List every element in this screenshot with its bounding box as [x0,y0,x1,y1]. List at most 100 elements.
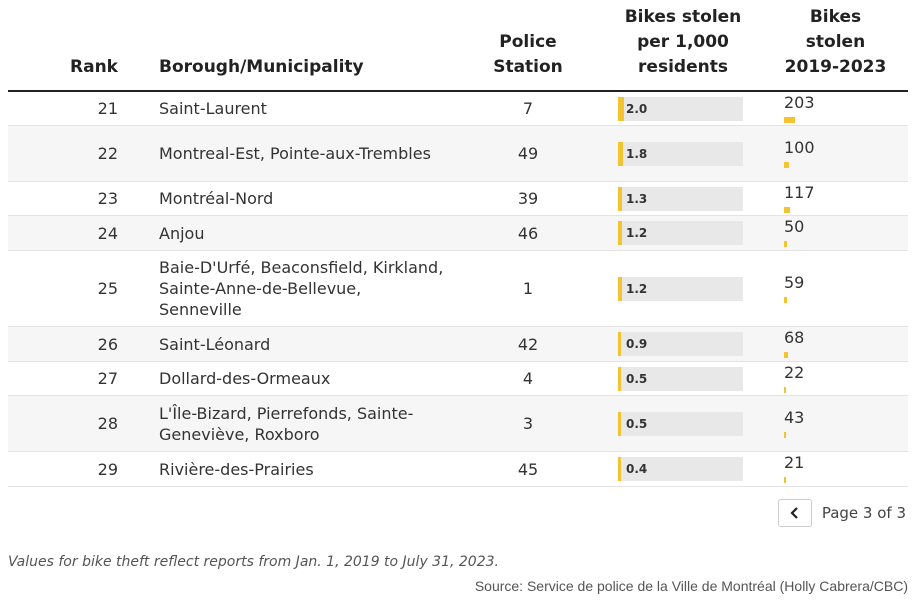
table-row: 23 Montréal-Nord 39 1.3 117 [8,182,908,216]
total-bar [784,241,787,247]
rank-value: 29 [97,459,118,479]
column-header-station[interactable]: Police Station [478,30,578,80]
column-header-total[interactable]: Bikes stolen 2019-2023 [768,5,903,80]
total-value: 100 [784,137,815,157]
table-row: 28 L'Île-Bizard, Pierrefonds, Sainte-Gene… [8,396,908,452]
rate-bar-track: 0.9 [618,332,743,356]
table-row: 25 Baie-D'Urfé, Beaconsfield, Kirkland, S… [8,251,908,327]
rate-bar-track: 1.2 [618,276,743,301]
station-number: 1 [522,279,534,298]
source-credit: Source: Service de police de la Ville de… [474,578,908,594]
column-header-rate-line: Bikes stolen [624,7,742,27]
total-value: 203 [784,92,815,112]
total-bar [784,386,786,393]
total-bar [784,116,795,123]
rank-cell: 26 [8,327,118,361]
station-cell: 42 [478,327,578,361]
borough-cell: Dollard-des-Ormeaux [159,362,449,395]
total-wrap: 43 [784,404,904,444]
column-header-station-line: Station [493,57,563,77]
rank-cell: 23 [8,182,118,215]
column-header-rate-line: residents [638,57,728,77]
table-row: 27 Dollard-des-Ormeaux 4 0.5 22 [8,362,908,396]
total-cell: 68 [784,327,904,361]
total-bar [784,161,789,168]
station-cell: 3 [478,396,578,451]
total-wrap: 68 [784,324,904,364]
total-cell: 50 [784,216,904,250]
borough-name: Anjou [159,223,205,243]
borough-cell: Saint-Laurent [159,92,449,125]
rate-value: 1.3 [626,191,648,206]
total-cell: 100 [784,126,904,181]
table-row: 21 Saint-Laurent 7 2.0 203 [8,92,908,126]
rank-value: 25 [97,279,118,298]
total-cell: 21 [784,452,904,486]
borough-cell: Anjou [159,216,449,250]
borough-cell: Montréal-Nord [159,182,449,215]
rank-value: 22 [97,144,118,163]
total-value: 68 [784,328,805,347]
total-wrap: 50 [784,213,904,253]
rate-bar-track: 2.0 [618,96,743,121]
rate-bar-track: 1.2 [618,221,743,245]
total-value: 117 [784,182,815,202]
column-header-rank-label: Rank [70,57,118,77]
column-header-station-line: Police [499,32,557,52]
rank-cell: 29 [8,452,118,486]
rank-value: 21 [97,99,118,118]
borough-name: Dollard-des-Ormeaux [159,369,331,388]
total-wrap: 22 [784,359,904,399]
rate-value: 0.5 [626,371,648,386]
rate-cell: 2.0 [618,92,744,125]
station-cell: 1 [478,251,578,326]
rate-bar-track: 1.8 [618,141,743,166]
column-header-rate-line: per 1,000 [637,32,729,52]
table-row: 26 Saint-Léonard 42 0.9 68 [8,327,908,362]
total-wrap: 117 [784,179,904,219]
rate-value: 1.8 [626,146,648,161]
pagination: Page 3 of 3 [777,499,906,527]
station-number: 45 [517,459,539,479]
borough-cell: Rivière-des-Prairies [159,452,449,486]
rank-value: 23 [97,189,118,208]
rate-cell: 0.9 [618,327,744,361]
total-bar [784,206,790,213]
station-cell: 49 [478,126,578,181]
total-bar [784,296,787,303]
total-value: 59 [784,272,805,292]
borough-cell: L'Île-Bizard, Pierrefonds, Sainte-Genevi… [159,396,449,451]
column-header-borough[interactable]: Borough/Municipality [159,55,364,80]
table-body: 21 Saint-Laurent 7 2.0 203 22 Montreal-Est, Po… [8,92,908,487]
station-number: 39 [517,189,539,208]
total-cell: 22 [784,362,904,395]
rank-cell: 27 [8,362,118,395]
page-indicator: Page 3 of 3 [821,504,906,522]
table-row: 22 Montreal-Est, Pointe-aux-Trembles 49 1.8… [8,126,908,182]
station-number: 49 [517,144,539,163]
rate-bar-track: 1.3 [618,186,743,211]
rate-cell: 1.2 [618,251,744,326]
total-value: 22 [784,362,805,382]
total-bar [784,477,786,483]
previous-page-button[interactable] [777,499,812,527]
rank-cell: 22 [8,126,118,181]
station-cell: 4 [478,362,578,395]
total-value: 50 [784,217,805,236]
rate-bar [618,186,622,211]
total-cell: 203 [784,92,904,125]
column-header-rank[interactable]: Rank [8,55,118,80]
column-header-rate[interactable]: Bikes stolen per 1,000 residents [608,5,758,80]
rank-cell: 25 [8,251,118,326]
borough-name: Montreal-Est, Pointe-aux-Trembles [159,144,431,163]
station-number: 42 [517,334,539,354]
total-wrap: 100 [784,134,904,174]
rate-bar [618,411,621,436]
rank-value: 27 [97,369,118,388]
total-bar [784,431,786,438]
borough-cell: Montreal-Est, Pointe-aux-Trembles [159,126,449,181]
borough-name: L'Île-Bizard, Pierrefonds, Sainte-Genevi… [159,403,414,444]
borough-name: Rivière-des-Prairies [159,459,314,479]
station-number: 3 [522,414,534,433]
column-header-total-line: stolen [805,32,866,52]
